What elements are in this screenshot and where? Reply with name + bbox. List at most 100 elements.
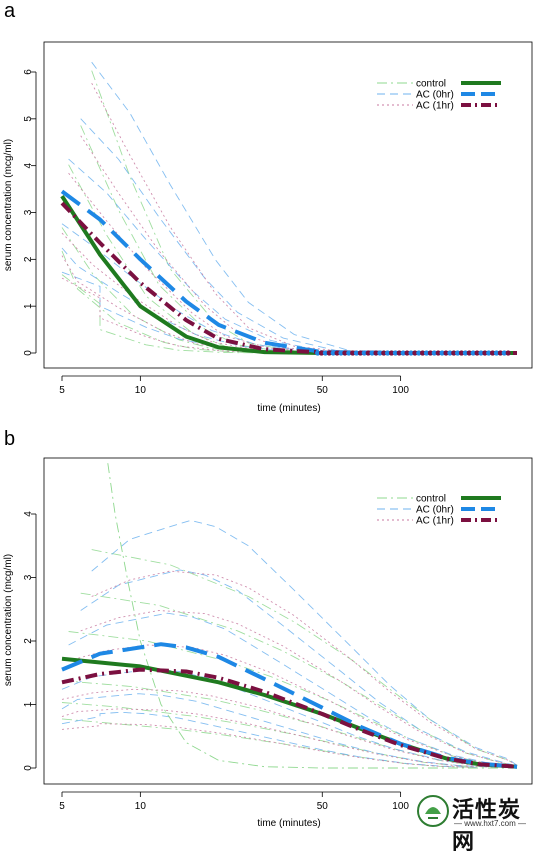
data-point (458, 350, 465, 356)
y-tick-label: 0 (23, 350, 34, 356)
y-tick-label: 2 (23, 256, 34, 262)
data-point (470, 350, 476, 356)
data-point (451, 350, 457, 356)
individual-curve (80, 592, 518, 767)
data-point (369, 350, 375, 356)
data-point (423, 350, 430, 356)
data-point (439, 350, 445, 356)
individual-curve (91, 82, 517, 354)
data-point (334, 350, 340, 356)
data-point (490, 350, 496, 356)
x-tick-label: 50 (317, 385, 329, 396)
data-point (486, 350, 492, 356)
data-point (497, 350, 503, 356)
data-point (412, 350, 418, 356)
legend-entry: control (416, 79, 446, 90)
x-axis-label-b: time (minutes) (257, 818, 320, 829)
panel-a: a 5 10 50 100 0 1 2 3 4 5 6 time (minutes) serum c… (3, 0, 533, 414)
data-point (400, 350, 406, 356)
individual-curve (80, 610, 518, 767)
data-point (330, 350, 336, 356)
data-point (431, 350, 437, 356)
individual-curve (61, 668, 511, 768)
data-point (427, 350, 433, 356)
axes-b: 5 10 50 100 0 1 2 3 4 (23, 511, 409, 812)
data-point (377, 350, 383, 356)
x-tick-label: 100 (392, 801, 409, 812)
x-tick-label: 5 (59, 801, 65, 812)
data-point (392, 350, 398, 356)
data-point (385, 350, 391, 356)
data-point (493, 350, 500, 356)
y-tick-label: 1 (23, 303, 34, 309)
data-point (443, 350, 449, 356)
individual-curve (61, 250, 495, 354)
series-lines-b (61, 642, 518, 769)
data-point (326, 350, 332, 356)
data-point (346, 350, 352, 356)
data-point (482, 350, 488, 356)
data-point (408, 350, 414, 356)
watermark-logo-icon (417, 795, 449, 827)
individual-curve (68, 644, 518, 767)
data-point (357, 350, 363, 356)
data-point (318, 350, 325, 356)
individual-curve (68, 158, 517, 354)
x-tick-label: 10 (135, 801, 147, 812)
data-point (435, 350, 441, 356)
data-point (381, 350, 387, 356)
axes-a: 5 10 50 100 0 1 2 3 4 5 6 (23, 69, 409, 396)
individual-curve (61, 680, 511, 768)
x-tick-label: 50 (317, 801, 329, 812)
individual-curve (80, 118, 517, 354)
y-tick-label: 4 (23, 162, 34, 168)
panel-a-label: a (4, 0, 16, 22)
data-point (396, 350, 402, 356)
individual-curve (61, 247, 495, 354)
individual-curve (61, 223, 510, 354)
data-point (388, 350, 395, 356)
individual-curve (68, 164, 517, 354)
y-tick-label: 0 (23, 765, 34, 771)
legend-entry: AC (1hr) (416, 516, 454, 527)
x-tick-label: 10 (135, 385, 147, 396)
data-point (416, 350, 422, 356)
watermark: 活性炭网 — www.hxt7.com — (412, 790, 538, 855)
individual-curve (80, 569, 518, 767)
y-tick-label: 2 (23, 638, 34, 644)
data-point (455, 350, 461, 356)
x-axis-label-a: time (minutes) (257, 403, 320, 414)
data-point (478, 350, 484, 356)
data-point (404, 350, 410, 356)
individual-curve (68, 172, 517, 354)
data-point (361, 350, 367, 356)
individual-curve (61, 711, 477, 768)
data-point (350, 350, 356, 356)
data-point (322, 350, 328, 356)
y-tick-label: 4 (23, 511, 34, 517)
individual-curve (61, 232, 510, 354)
data-point (447, 350, 453, 356)
individual-curve (61, 688, 511, 768)
data-point (466, 350, 472, 356)
individual-curve (68, 631, 518, 767)
data-point (462, 350, 468, 356)
individual-curve-outlier (107, 463, 517, 769)
data-point (353, 350, 360, 356)
individual-curve (61, 723, 477, 768)
panel-b: b 5 10 50 100 0 1 2 3 4 time (minutes) serum con… (3, 428, 533, 829)
legend-entry: control (416, 494, 446, 505)
watermark-url: — www.hxt7.com — (454, 819, 527, 828)
individual-curve (68, 612, 518, 767)
plot-frame-b (43, 457, 533, 785)
individual-curves-b (61, 463, 518, 769)
data-point (373, 350, 379, 356)
x-tick-label: 100 (392, 385, 409, 396)
plot-frame-a (43, 41, 533, 369)
data-point (501, 350, 507, 356)
series-line-ac-1hr- (60, 201, 517, 355)
series-line-ac-1hr- (61, 667, 518, 769)
y-tick-label: 5 (23, 116, 34, 122)
